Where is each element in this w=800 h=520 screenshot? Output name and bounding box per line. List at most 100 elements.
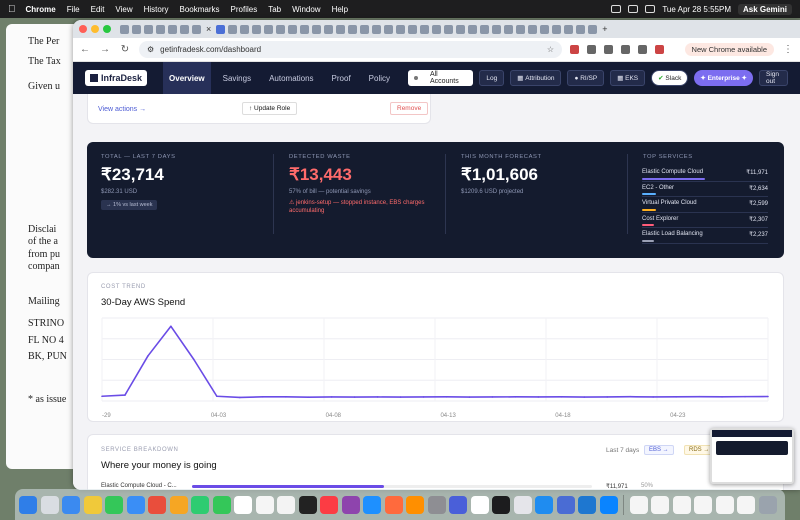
tab-favicon[interactable] [480,24,490,34]
tab-favicon[interactable] [564,24,574,34]
photos-icon[interactable] [169,495,188,514]
tab-favicon[interactable] [288,24,298,34]
enterprise-button[interactable]: ✦ Enterprise ✦ [694,70,754,86]
tab-close-icon[interactable]: × [206,24,212,34]
finder-icon[interactable] [19,495,37,514]
menu-app-chrome[interactable]: Chrome [18,4,56,14]
mail-icon[interactable] [126,495,145,514]
back-icon[interactable]: ← [80,44,90,55]
tab-favicon[interactable] [120,24,129,34]
facetime-icon[interactable] [191,495,209,514]
tab-favicon[interactable] [420,24,430,34]
nav-proof[interactable]: Proof [331,73,351,83]
menu-help[interactable]: Help [324,4,348,14]
recent-document-icon[interactable] [715,495,734,514]
settings-icon[interactable] [427,495,446,514]
ask-gemini-button[interactable]: Ask Gemini [737,3,792,15]
spend-point[interactable] [238,396,241,399]
account-selector[interactable]: All Accounts [408,70,474,86]
eks-button[interactable]: ▦ EKS [610,70,646,86]
tab-favicon[interactable] [588,24,598,34]
top-service-row[interactable]: Virtual Private Cloud ₹2,599 [642,197,768,213]
terminal-icon[interactable] [492,495,510,514]
menu-tab[interactable]: Tab [260,4,281,14]
tab-favicon[interactable] [516,24,526,34]
tab-favicon[interactable] [408,24,418,34]
breakdown-row[interactable]: Elastic Compute Cloud - C... ₹11,971 50% [101,483,661,490]
tab-favicon[interactable] [372,24,382,34]
extension-icon[interactable] [570,45,579,54]
trash-icon[interactable] [758,495,777,514]
attribution-button[interactable]: ▦ Attribution [510,70,562,86]
nav-automations[interactable]: Automations [269,73,314,83]
tab-favicon[interactable] [456,24,466,34]
tab-search-icon[interactable] [638,45,647,54]
tab-favicon[interactable] [396,24,406,34]
tab-favicon[interactable] [504,24,514,34]
pages-icon[interactable] [384,495,403,514]
spend-point[interactable] [101,395,103,398]
menu-history[interactable]: History [136,4,169,14]
recent-document-icon[interactable] [694,495,712,514]
tab-favicon[interactable] [324,24,334,34]
menubar-clock[interactable]: Tue Apr 28 5:55PM [662,4,731,14]
spend-point[interactable] [560,396,563,398]
menu-bookmarks[interactable]: Bookmarks [172,4,220,14]
nav-overview[interactable]: Overview [163,62,211,94]
maps-icon[interactable] [148,495,166,514]
tab-favicon[interactable] [192,24,201,34]
forward-icon[interactable]: → [100,44,110,55]
menu-profiles[interactable]: Profiles [223,4,258,14]
close-window-icon[interactable] [79,25,87,33]
spend-point[interactable] [744,395,746,398]
spend-point[interactable] [629,395,632,398]
download-icon[interactable] [621,45,630,54]
tv-icon[interactable] [298,495,317,514]
tab-favicon[interactable] [132,24,141,34]
spend-point[interactable] [537,396,540,398]
messages-icon[interactable] [105,495,123,514]
spend-point[interactable] [491,396,494,398]
app-icon[interactable] [599,495,618,514]
spend-point[interactable] [307,396,310,399]
app-icon[interactable] [556,495,575,514]
apple-icon[interactable]:  [8,4,16,15]
tab-favicon[interactable] [528,24,538,34]
spend-point[interactable] [216,395,218,398]
app-store-icon[interactable] [363,495,381,514]
sign-out-button[interactable]: Sign out [759,70,788,86]
tab-favicon[interactable] [180,24,189,34]
spend-point[interactable] [652,396,654,398]
xcode-icon[interactable] [449,495,467,514]
spend-point[interactable] [422,396,425,398]
calendar-icon[interactable] [234,495,252,514]
tab-favicon[interactable] [348,24,358,34]
remove-button[interactable]: Remove [390,102,429,115]
spend-point[interactable] [330,396,333,398]
textedit-icon[interactable] [470,495,489,514]
slack-button[interactable]: ✔ Slack [651,70,689,86]
tab-favicon[interactable] [276,24,286,34]
nav-policy[interactable]: Policy [368,73,391,83]
bookmark-star-icon[interactable]: ☆ [546,45,554,54]
spend-point[interactable] [721,396,723,398]
tab-favicon[interactable] [444,24,454,34]
tab-favicon[interactable] [468,24,478,34]
preview-icon[interactable] [513,495,532,514]
status-icon[interactable] [611,5,622,13]
tab-favicon[interactable] [432,24,442,34]
cost-trend-chart[interactable]: -29 04-03 04-08 04-13 04-18 04-23 [88,273,785,423]
top-service-row[interactable]: Cost Explorer ₹2,307 [642,213,768,228]
phone-icon[interactable] [212,495,231,514]
log-button[interactable]: Log [479,70,505,86]
url-text[interactable]: getinfradesk.com/dashboard [160,45,262,54]
chrome-icon[interactable] [83,495,102,514]
tab-favicon[interactable] [228,24,238,34]
top-service-row[interactable]: Elastic Load Balancing ₹2,237 [642,228,768,244]
spend-point[interactable] [193,358,195,361]
new-chrome-available-button[interactable]: New Chrome available [684,43,774,56]
tab-favicon[interactable] [168,24,177,34]
view-actions-link[interactable]: View actions → [98,106,147,113]
risp-button[interactable]: ● RI/SP [567,70,605,86]
top-service-row[interactable]: Elastic Compute Cloud ₹11,971 [642,166,768,182]
